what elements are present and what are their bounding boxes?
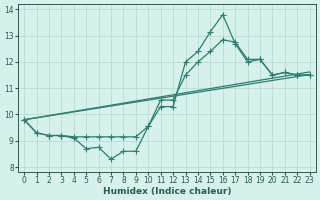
X-axis label: Humidex (Indice chaleur): Humidex (Indice chaleur) — [103, 187, 231, 196]
